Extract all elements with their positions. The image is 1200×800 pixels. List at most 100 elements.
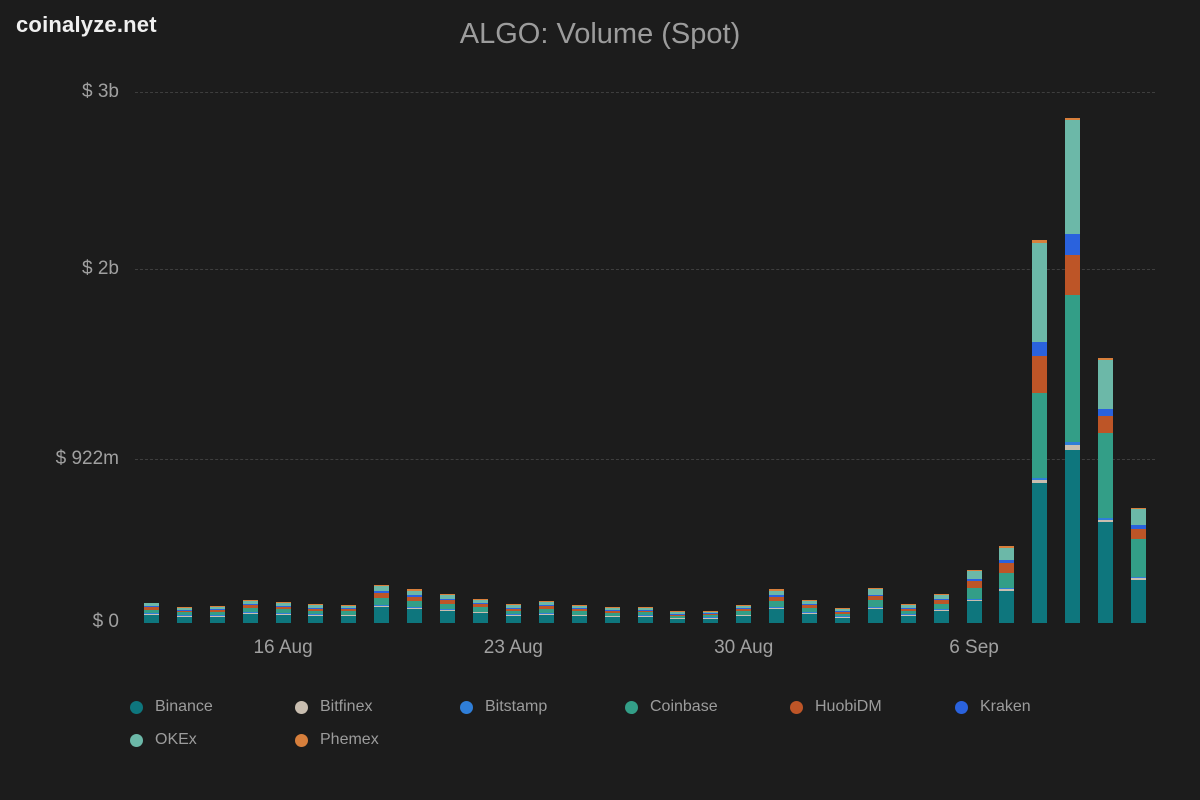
bar-segment-coinbase[interactable]	[538, 608, 554, 613]
bar-segment-okex[interactable]	[933, 594, 949, 599]
bar-segment-bitstamp[interactable]	[802, 612, 818, 614]
bar-stack[interactable]	[1131, 508, 1147, 623]
legend-item-huobidm[interactable]: HuobiDM	[790, 698, 955, 716]
bar-segment-kraken[interactable]	[1032, 342, 1048, 357]
bar-stack[interactable]	[637, 606, 653, 623]
bar-segment-kraken[interactable]	[374, 591, 390, 593]
bar-segment-bitfinex[interactable]	[1098, 519, 1114, 523]
bar-stack[interactable]	[308, 604, 324, 623]
bar-segment-phemex[interactable]	[374, 584, 390, 586]
bar-segment-bitstamp[interactable]	[1098, 517, 1114, 520]
bar-segment-coinbase[interactable]	[1098, 433, 1114, 518]
bar-segment-coinbase[interactable]	[242, 608, 258, 613]
bar-segment-bitfinex[interactable]	[703, 618, 719, 619]
bar-segment-coinbase[interactable]	[1065, 295, 1081, 442]
bar-segment-bitfinex[interactable]	[571, 615, 587, 617]
bar-segment-kraken[interactable]	[604, 610, 620, 612]
legend-item-bitstamp[interactable]: Bitstamp	[460, 698, 625, 716]
bar-segment-binance[interactable]	[275, 614, 291, 623]
bar-segment-bitfinex[interactable]	[407, 608, 423, 610]
bar-segment-binance[interactable]	[637, 617, 653, 623]
bar-segment-bitstamp[interactable]	[242, 612, 258, 614]
bar-segment-bitstamp[interactable]	[1065, 441, 1081, 445]
bar-segment-huobidm[interactable]	[933, 600, 949, 604]
bar-segment-okex[interactable]	[209, 606, 225, 610]
bar-segment-okex[interactable]	[176, 607, 192, 610]
bar-segment-bitfinex[interactable]	[341, 615, 357, 617]
bar-stack[interactable]	[966, 569, 982, 623]
bar-segment-kraken[interactable]	[900, 607, 916, 609]
bar-segment-huobidm[interactable]	[538, 606, 554, 609]
bar-segment-phemex[interactable]	[670, 611, 686, 613]
bar-segment-okex[interactable]	[999, 548, 1015, 560]
bar-stack[interactable]	[341, 604, 357, 623]
bar-segment-bitstamp[interactable]	[308, 614, 324, 616]
bar-segment-huobidm[interactable]	[900, 608, 916, 611]
bar-segment-phemex[interactable]	[834, 608, 850, 610]
bar-segment-huobidm[interactable]	[440, 600, 456, 604]
bar-segment-okex[interactable]	[604, 608, 620, 611]
bar-segment-kraken[interactable]	[637, 609, 653, 611]
bar-segment-huobidm[interactable]	[604, 611, 620, 613]
bar-segment-okex[interactable]	[1032, 243, 1048, 343]
bar-segment-bitstamp[interactable]	[143, 613, 159, 615]
bar-segment-okex[interactable]	[407, 590, 423, 596]
bar-segment-binance[interactable]	[703, 618, 719, 623]
bar-segment-bitfinex[interactable]	[275, 613, 291, 615]
bar-segment-bitfinex[interactable]	[900, 615, 916, 616]
bar-segment-phemex[interactable]	[933, 593, 949, 595]
bar-stack[interactable]	[571, 604, 587, 623]
bar-stack[interactable]	[209, 605, 225, 623]
legend-item-kraken[interactable]: Kraken	[955, 698, 1120, 716]
bar-segment-kraken[interactable]	[736, 608, 752, 610]
bar-segment-bitstamp[interactable]	[1032, 478, 1048, 480]
bar-segment-huobidm[interactable]	[275, 606, 291, 610]
bar-segment-phemex[interactable]	[571, 604, 587, 606]
bar-segment-binance[interactable]	[736, 616, 752, 623]
bar-segment-binance[interactable]	[1065, 449, 1081, 623]
bar-segment-coinbase[interactable]	[571, 611, 587, 615]
bar-segment-phemex[interactable]	[472, 598, 488, 600]
bar-segment-kraken[interactable]	[1098, 409, 1114, 417]
bar-segment-bitstamp[interactable]	[440, 609, 456, 611]
bar-segment-phemex[interactable]	[1032, 239, 1048, 244]
bar-segment-kraken[interactable]	[440, 599, 456, 601]
legend-item-okex[interactable]: OKEx	[130, 731, 295, 749]
bar-stack[interactable]	[440, 593, 456, 623]
bar-segment-binance[interactable]	[1032, 483, 1048, 623]
bar-segment-bitfinex[interactable]	[834, 617, 850, 618]
bar-segment-bitstamp[interactable]	[209, 614, 225, 616]
legend-item-bitfinex[interactable]: Bitfinex	[295, 698, 460, 716]
bar-segment-bitstamp[interactable]	[703, 617, 719, 619]
bar-segment-binance[interactable]	[176, 617, 192, 623]
bar-stack[interactable]	[933, 593, 949, 623]
bar-segment-coinbase[interactable]	[374, 597, 390, 606]
bar-segment-phemex[interactable]	[242, 600, 258, 602]
bar-segment-binance[interactable]	[1098, 522, 1114, 623]
bar-segment-coinbase[interactable]	[209, 611, 225, 615]
bar-segment-bitfinex[interactable]	[999, 589, 1015, 591]
bar-segment-bitstamp[interactable]	[834, 616, 850, 617]
bar-segment-bitstamp[interactable]	[1131, 577, 1147, 579]
bar-segment-huobidm[interactable]	[703, 613, 719, 616]
bar-segment-kraken[interactable]	[176, 609, 192, 611]
bar-segment-bitstamp[interactable]	[604, 615, 620, 617]
bar-stack[interactable]	[472, 598, 488, 623]
bar-segment-phemex[interactable]	[1098, 358, 1114, 360]
bar-segment-okex[interactable]	[769, 590, 785, 596]
bar-segment-binance[interactable]	[834, 617, 850, 623]
bar-segment-phemex[interactable]	[637, 606, 653, 608]
bar-stack[interactable]	[769, 589, 785, 623]
bar-segment-kraken[interactable]	[867, 594, 883, 596]
bar-segment-bitfinex[interactable]	[143, 614, 159, 616]
bar-segment-phemex[interactable]	[275, 601, 291, 603]
bar-segment-huobidm[interactable]	[143, 607, 159, 610]
bar-segment-bitstamp[interactable]	[275, 613, 291, 614]
bar-segment-coinbase[interactable]	[736, 611, 752, 615]
bar-segment-binance[interactable]	[900, 615, 916, 623]
bar-segment-kraken[interactable]	[999, 559, 1015, 563]
bar-segment-kraken[interactable]	[703, 613, 719, 614]
bar-stack[interactable]	[176, 606, 192, 623]
bar-segment-coinbase[interactable]	[341, 611, 357, 615]
bar-segment-phemex[interactable]	[176, 606, 192, 608]
